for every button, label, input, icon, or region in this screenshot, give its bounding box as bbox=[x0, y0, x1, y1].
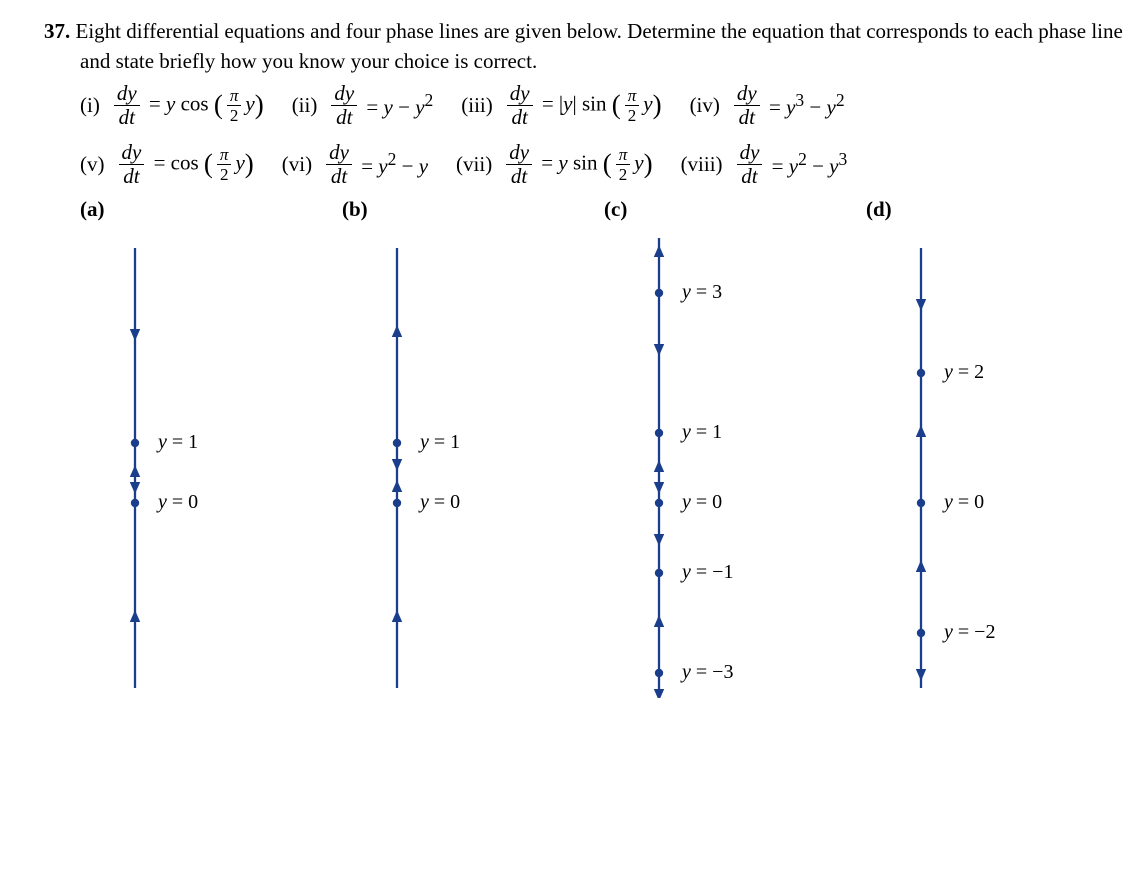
equilibrium-label: y = 1 bbox=[682, 421, 722, 444]
eq-viii: (viii) dydt = y2 − y3 bbox=[681, 142, 848, 187]
phase-line-svg bbox=[80, 228, 190, 698]
eq-v: (v) dydt = cos (π2y) bbox=[80, 142, 254, 187]
problem-number: 37. bbox=[44, 19, 70, 43]
problem-text: Eight differential equations and four ph… bbox=[76, 19, 1123, 73]
equation-row-1: (i) dydt = y cos (π2y) (ii) dydt = y − y… bbox=[14, 83, 1128, 128]
eq-iv: (iv) dydt = y3 − y2 bbox=[690, 83, 845, 128]
equilibrium-label: y = 1 bbox=[420, 431, 460, 454]
eq-vi: (vi) dydt = y2 − y bbox=[282, 142, 428, 187]
equilibrium-label: y = 0 bbox=[682, 491, 722, 514]
equilibrium-label: y = 1 bbox=[158, 431, 198, 454]
equilibrium-label: y = 0 bbox=[944, 491, 984, 514]
phase-label-b: (b) bbox=[342, 197, 604, 222]
problem-statement: 37. Eight differential equations and fou… bbox=[14, 16, 1128, 77]
equilibrium-label: y = −2 bbox=[944, 621, 995, 644]
equilibrium-label: y = 0 bbox=[420, 491, 460, 514]
phase-label-d: (d) bbox=[866, 197, 1128, 222]
phase-label-c: (c) bbox=[604, 197, 866, 222]
phase-label-row: (a) (b) (c) (d) bbox=[14, 197, 1128, 222]
eq-iii: (iii) dydt = |y| sin (π2y) bbox=[461, 83, 661, 128]
phase-label-a: (a) bbox=[80, 197, 342, 222]
eq-vii: (vii) dydt = y sin (π2y) bbox=[456, 142, 653, 187]
eq-ii: (ii) dydt = y − y2 bbox=[292, 83, 434, 128]
equilibrium-label: y = 2 bbox=[944, 361, 984, 384]
phase-line-c: y = 3 y = 1 y = 0 y = −1 y = −3 bbox=[604, 228, 866, 708]
phase-line-d: y = 2 y = 0 y = −2 bbox=[866, 228, 1128, 708]
equilibrium-label: y = 0 bbox=[158, 491, 198, 514]
equilibrium-label: y = 3 bbox=[682, 281, 722, 304]
equilibrium-label: y = −3 bbox=[682, 661, 733, 684]
phase-line-b: y = 1 y = 0 bbox=[342, 228, 604, 708]
phase-line-svg bbox=[342, 228, 452, 698]
equation-row-2: (v) dydt = cos (π2y) (vi) dydt = y2 − y … bbox=[14, 142, 1128, 187]
phase-line-a: y = 1 y = 0 bbox=[80, 228, 342, 708]
phase-line-row: y = 1y = 0 y = 1y = 0 y = 3y = 1y = 0y =… bbox=[14, 228, 1128, 708]
eq-i: (i) dydt = y cos (π2y) bbox=[80, 83, 264, 128]
equilibrium-label: y = −1 bbox=[682, 561, 733, 584]
